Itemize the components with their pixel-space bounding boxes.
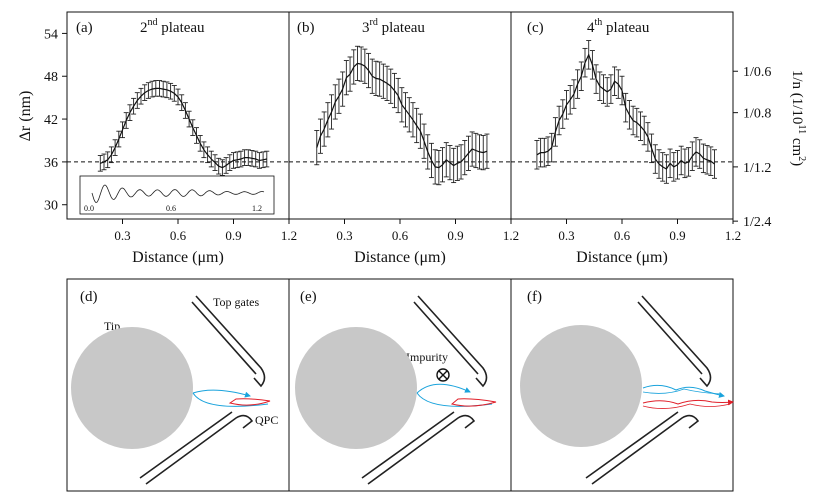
tip-circle-e — [295, 327, 417, 449]
y-tick-label-3: 48 — [44, 70, 58, 85]
x-axis-label-b: Distance (μm) — [354, 249, 446, 266]
x-axis-label-c: Distance (μm) — [576, 249, 668, 266]
x-tick-label-0-3: 1.2 — [281, 228, 297, 243]
inset-tick-1: 0.6 — [166, 204, 176, 213]
qpc-label: QPC — [255, 413, 278, 427]
x-tick-label-0-1: 0.6 — [170, 228, 187, 243]
panel-b-frame — [288, 11, 512, 220]
panel-d-tag: (d) — [80, 289, 98, 305]
electron-path-blue-f2 — [642, 388, 723, 395]
bottom-gate-f — [585, 411, 700, 485]
x-tick-label-2-1: 0.6 — [614, 228, 631, 243]
panel-b-title: 3rd plateau — [362, 17, 425, 36]
panel-c-frame — [510, 11, 734, 220]
impurity-label: Impurity — [406, 350, 448, 364]
x-axis-label-a: Distance (μm) — [132, 249, 224, 266]
inset-frame — [79, 175, 275, 215]
x-tick-label-1-3: 1.2 — [503, 228, 519, 243]
x-tick-label-1-1: 0.6 — [392, 228, 409, 243]
x-tick-label-0-2: 0.9 — [225, 228, 241, 243]
inset-tick-2: 1.2 — [252, 204, 262, 213]
panel-c-tag: (c) — [527, 20, 544, 36]
panel-f-tag: (f) — [527, 289, 542, 305]
electron-path-blue-d — [192, 389, 251, 398]
electron-path-red-e — [450, 398, 497, 407]
panel-c-title: 4th plateau — [587, 17, 650, 36]
y-tick-label-2: 42 — [44, 113, 58, 128]
electron-return-blue-d — [192, 392, 269, 407]
inset-curve — [91, 184, 265, 203]
x-tick-label-2-3: 1.2 — [725, 228, 741, 243]
top-gate-d — [191, 295, 266, 388]
bottom-gate-d — [139, 411, 254, 485]
right-axis-label: 1/n (1/1011 cm2) — [789, 70, 807, 166]
x-tick-label-2-2: 0.9 — [669, 228, 685, 243]
panel-a-title: 2nd plateau — [140, 17, 205, 36]
series-line-2 — [536, 53, 715, 170]
electron-path-red-d — [228, 398, 271, 406]
x-tick-label-1-2: 0.9 — [447, 228, 463, 243]
chart-panels: (a) 2nd plateau (b) 3rd plateau (c) 4th … — [17, 11, 807, 266]
axes-layer: 30 36 42 48 54 1/0.6 1/0.8 1/1.2 1/2.4 0.3 0.6 0.9 1… — [44, 27, 771, 243]
x-tick-label-2-0: 0.3 — [558, 228, 574, 243]
inset-tick-0: 0.0 — [84, 204, 94, 213]
top-gates-label: Top gates — [213, 295, 259, 309]
series-line-0 — [100, 87, 267, 169]
electron-path-red-f — [642, 399, 734, 406]
y-axis-label: Δr (nm) — [17, 91, 34, 142]
panel-b-tag: (b) — [297, 20, 315, 36]
panel-e-tag: (e) — [300, 289, 317, 305]
top-gate-f — [637, 295, 712, 388]
right-tick-label-3: 1/2.4 — [743, 215, 771, 230]
series-line-1 — [316, 62, 488, 169]
right-tick-label-0: 1/0.6 — [743, 65, 771, 80]
right-tick-label-1: 1/0.8 — [743, 107, 771, 122]
inset-a: 0.0 0.6 1.2 — [79, 175, 275, 215]
electron-path-red-f2 — [642, 403, 731, 409]
y-tick-label-0: 30 — [44, 199, 58, 214]
right-tick-label-2: 1/1.2 — [743, 161, 771, 176]
top-gate-e — [413, 295, 488, 388]
diagram-panels: (d) Tip Top gates QPC (e) Impurity (f) — [66, 278, 734, 492]
electron-path-blue-e — [416, 383, 471, 394]
bottom-gate-e — [361, 411, 476, 485]
panel-f-frame — [510, 278, 734, 492]
y-tick-label-4: 54 — [44, 27, 58, 42]
x-tick-label-0-0: 0.3 — [114, 228, 130, 243]
panel-a-tag: (a) — [76, 20, 93, 36]
data-layer — [97, 40, 717, 186]
tip-circle-d — [71, 327, 193, 449]
y-tick-label-1: 36 — [44, 156, 58, 171]
x-tick-label-1-0: 0.3 — [336, 228, 352, 243]
tip-circle-f — [520, 325, 642, 447]
electron-path-blue-f — [642, 384, 725, 398]
impurity-icon — [436, 368, 450, 382]
